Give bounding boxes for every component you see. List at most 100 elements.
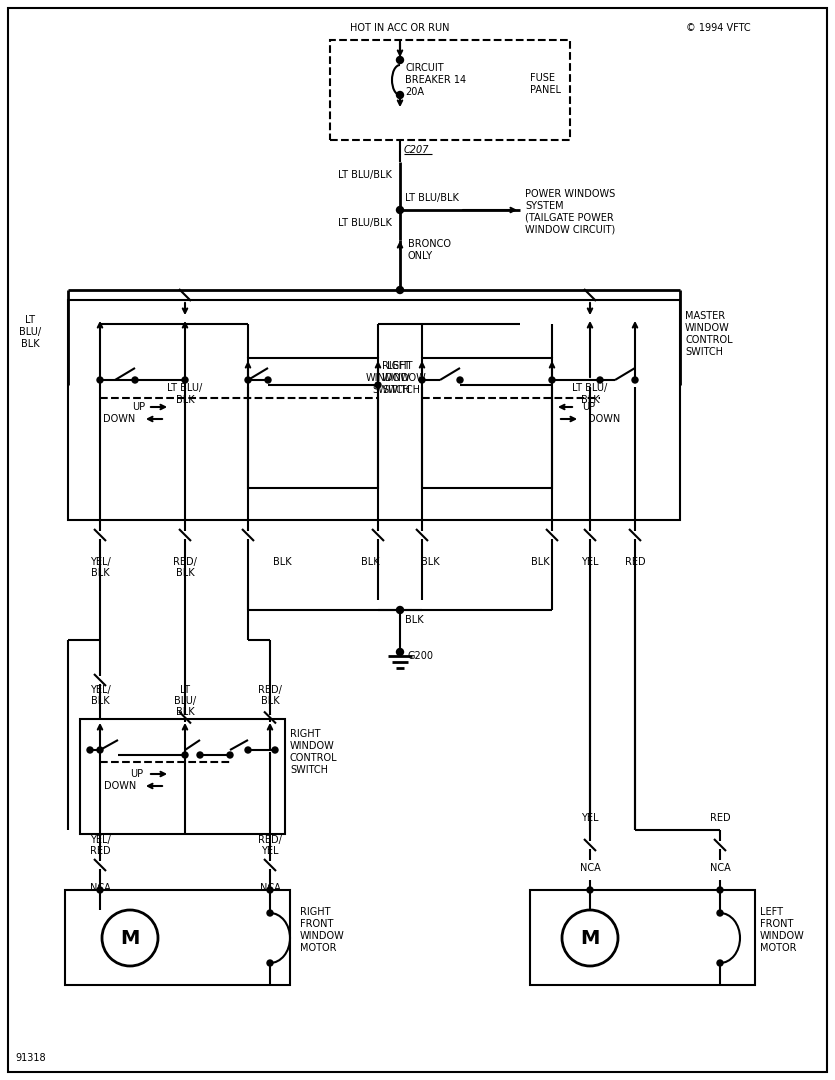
Text: BLK: BLK [421, 557, 439, 567]
Bar [80, 719, 285, 834]
Circle shape [182, 752, 188, 758]
Text: BLK: BLK [91, 568, 109, 578]
Text: CONTROL: CONTROL [685, 335, 732, 345]
Circle shape [227, 752, 233, 758]
Text: CONTROL: CONTROL [290, 753, 337, 762]
Circle shape [587, 887, 593, 893]
Bar [422, 357, 552, 488]
Text: 20A: 20A [405, 87, 424, 97]
Text: SWITCH: SWITCH [372, 384, 410, 395]
Text: WINDOW: WINDOW [365, 373, 410, 383]
Circle shape [245, 747, 251, 753]
Text: LT BLU/BLK: LT BLU/BLK [338, 170, 392, 180]
Text: RED/: RED/ [258, 835, 282, 845]
Circle shape [397, 92, 403, 98]
Text: LT BLU/: LT BLU/ [572, 383, 608, 393]
Text: M: M [120, 929, 139, 947]
Circle shape [87, 747, 93, 753]
Text: YEL: YEL [581, 813, 599, 823]
Text: RIGHT: RIGHT [290, 729, 321, 739]
Text: BLK: BLK [273, 557, 291, 567]
Text: YEL: YEL [581, 557, 599, 567]
Text: BLK: BLK [175, 568, 195, 578]
Text: YEL/: YEL/ [89, 685, 110, 696]
Text: FRONT: FRONT [760, 919, 793, 929]
Circle shape [397, 648, 403, 656]
Text: © 1994 VFTC: © 1994 VFTC [686, 23, 751, 33]
Circle shape [717, 960, 723, 966]
Bar [68, 300, 680, 519]
Text: YEL/: YEL/ [89, 835, 110, 845]
Text: NCA: NCA [579, 863, 600, 873]
Text: MOTOR: MOTOR [760, 943, 797, 953]
Text: G200: G200 [408, 651, 434, 661]
Text: LT: LT [180, 685, 190, 696]
Text: BLK: BLK [175, 395, 195, 405]
Text: RED/: RED/ [258, 685, 282, 696]
Text: RED: RED [89, 846, 110, 856]
Text: YEL/: YEL/ [89, 557, 110, 567]
Circle shape [632, 377, 638, 383]
Text: UP: UP [582, 402, 595, 411]
Text: LT BLU/: LT BLU/ [167, 383, 203, 393]
Text: SWITCH: SWITCH [290, 765, 328, 775]
Circle shape [132, 377, 138, 383]
Text: WINDOW: WINDOW [685, 323, 730, 333]
Text: DOWN: DOWN [588, 414, 620, 424]
Circle shape [375, 382, 381, 388]
Text: ONLY: ONLY [408, 251, 433, 261]
Text: UP: UP [132, 402, 145, 411]
Text: BLU/: BLU/ [174, 696, 196, 706]
Text: SWITCH: SWITCH [382, 384, 420, 395]
Circle shape [717, 887, 723, 893]
Text: HOT IN ACC OR RUN: HOT IN ACC OR RUN [350, 23, 449, 33]
Text: RED: RED [625, 557, 645, 567]
Text: WINDOW: WINDOW [760, 931, 805, 941]
Text: RIGHT: RIGHT [300, 907, 331, 917]
Text: NCA: NCA [260, 883, 281, 893]
Text: WINDOW: WINDOW [290, 741, 335, 751]
Text: POWER WINDOWS: POWER WINDOWS [525, 189, 615, 199]
Text: CIRCUIT: CIRCUIT [405, 63, 443, 73]
Text: DOWN: DOWN [103, 414, 135, 424]
Text: BLK: BLK [361, 557, 379, 567]
Text: RED/: RED/ [173, 557, 197, 567]
Text: BLK: BLK [531, 557, 549, 567]
Text: LEFT: LEFT [760, 907, 783, 917]
Text: NCA: NCA [710, 863, 731, 873]
Circle shape [267, 887, 273, 893]
Bar [248, 357, 378, 488]
Text: WINDOW: WINDOW [300, 931, 345, 941]
Text: BLK: BLK [21, 339, 39, 349]
Bar [65, 890, 290, 985]
Text: MOTOR: MOTOR [300, 943, 337, 953]
Circle shape [265, 377, 271, 383]
Circle shape [182, 377, 188, 383]
Text: UP: UP [130, 769, 143, 779]
Text: C207: C207 [404, 145, 429, 156]
Text: MASTER: MASTER [685, 311, 725, 321]
Circle shape [397, 56, 403, 64]
Circle shape [419, 377, 425, 383]
Circle shape [197, 752, 203, 758]
Text: LT BLU/BLK: LT BLU/BLK [338, 218, 392, 228]
Bar [330, 40, 570, 140]
Text: BREAKER 14: BREAKER 14 [405, 75, 466, 85]
Text: FUSE: FUSE [530, 73, 555, 83]
Circle shape [717, 910, 723, 916]
Circle shape [97, 747, 103, 753]
Text: BLK: BLK [175, 707, 195, 717]
Circle shape [97, 377, 103, 383]
Circle shape [267, 910, 273, 916]
Circle shape [397, 607, 403, 613]
Circle shape [597, 377, 603, 383]
Text: DOWN: DOWN [104, 781, 136, 791]
Bar [530, 890, 755, 985]
Text: WINDOW CIRCUIT): WINDOW CIRCUIT) [525, 225, 615, 235]
Text: LEFT: LEFT [387, 361, 410, 372]
Circle shape [549, 377, 555, 383]
Text: BLK: BLK [91, 696, 109, 706]
Text: LT: LT [25, 315, 35, 325]
Text: (TAILGATE POWER: (TAILGATE POWER [525, 213, 614, 222]
Text: BLU/: BLU/ [19, 327, 41, 337]
